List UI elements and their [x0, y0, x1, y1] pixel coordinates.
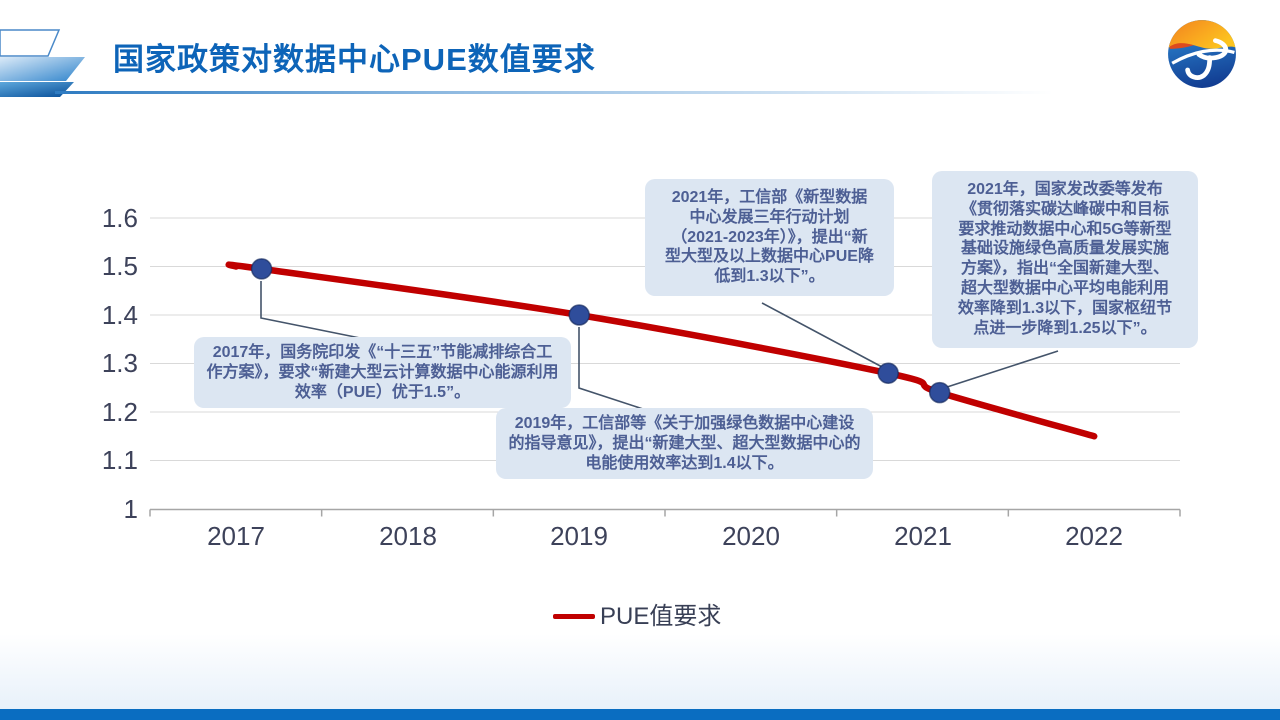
x-axis-ticks — [149, 509, 1181, 517]
policy-callout-2017: 2017年，国务院印发《“十三五”节能减排综合工作方案》，要求“新建大型云计算数… — [194, 337, 571, 409]
data-point-marker — [928, 381, 951, 404]
y-axis-tick-label: 1.3 — [101, 348, 138, 378]
policy-callout-2021-ndrc: 2021年，国家发改委等发布《贯彻落实碳达峰碳中和目标要求推动数据中心和5G等新… — [932, 171, 1198, 348]
x-axis-tick-label: 2019 — [550, 521, 608, 551]
x-axis-tick-label: 2020 — [722, 521, 780, 551]
data-points — [250, 258, 951, 404]
y-axis-tick-label: 1.2 — [101, 397, 138, 427]
data-point-marker — [877, 362, 899, 384]
callout-connector-2021b — [943, 350, 1059, 389]
legend-label: PUE值要求 — [600, 603, 722, 630]
callout-connector-2019 — [578, 327, 647, 411]
company-logo-icon — [1168, 20, 1236, 88]
page-title: 国家政策对数据中心PUE数值要求 — [113, 42, 596, 77]
y-axis-tick-label: 1 — [123, 494, 138, 524]
y-axis-tick-label: 1.6 — [101, 203, 138, 233]
x-axis-tick-label: 2021 — [894, 521, 952, 551]
callout-connector-2021a — [761, 302, 885, 369]
policy-callout-2021-miit: 2021年，工信部《新型数据中心发展三年行动计划（2021-2023年）》，提出… — [645, 179, 894, 297]
data-point-marker — [250, 258, 273, 280]
callout-connector-2017 — [260, 281, 361, 339]
x-axis-tick-label: 2022 — [1065, 521, 1123, 551]
footer-accent-bar — [0, 709, 1280, 720]
x-axis-tick-label: 2017 — [207, 521, 265, 551]
x-axis-tick-label: 2018 — [379, 521, 437, 551]
data-point-marker — [568, 304, 590, 326]
legend-line-swatch — [553, 614, 595, 619]
y-axis-tick-label: 1.1 — [101, 445, 138, 475]
header-underline — [55, 91, 1140, 94]
y-axis-tick-label: 1.4 — [101, 300, 138, 330]
footer-gradient-band — [0, 634, 1280, 709]
policy-callout-2019: 2019年，工信部等《关于加强绿色数据中心建设的指导意见》，提出“新建大型、超大… — [496, 408, 873, 480]
chart-legend: PUE值要求 — [553, 603, 721, 631]
y-axis-tick-label: 1.5 — [101, 251, 138, 281]
